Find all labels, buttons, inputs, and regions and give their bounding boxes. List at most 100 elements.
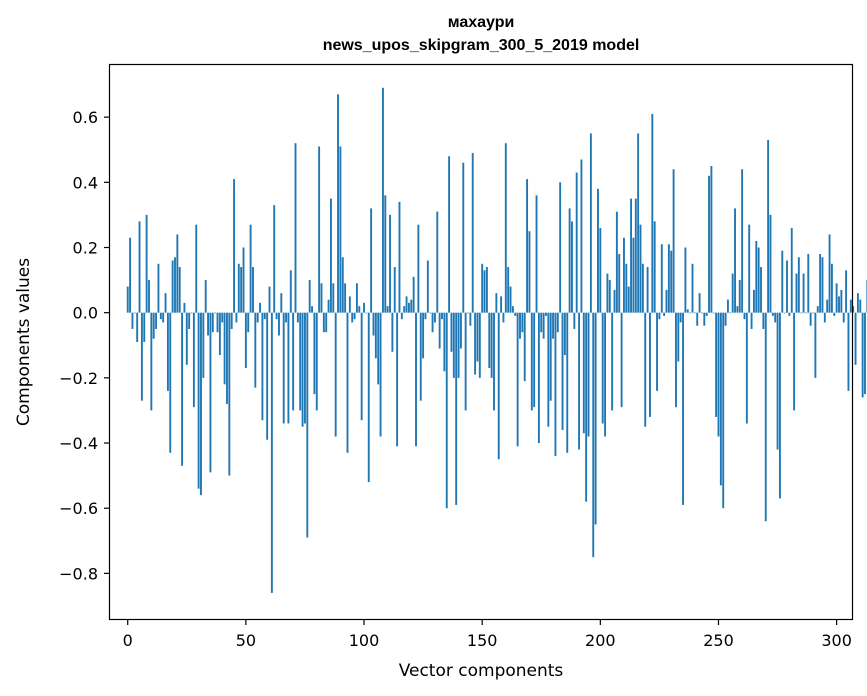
bar: [162, 312, 165, 323]
bar: [790, 227, 793, 313]
bar: [287, 312, 290, 424]
bar: [365, 312, 368, 314]
bar: [623, 237, 625, 313]
bar: [783, 312, 786, 314]
bar: [743, 312, 746, 320]
bar: [133, 312, 136, 314]
bar: [604, 312, 607, 437]
bar: [313, 312, 316, 395]
bar: [585, 312, 588, 502]
bar: [568, 208, 571, 313]
bar: [391, 312, 394, 352]
bar: [530, 312, 533, 411]
bar: [793, 312, 796, 411]
bar: [637, 133, 640, 313]
bar: [804, 312, 807, 314]
bar: [757, 247, 760, 313]
bar: [856, 293, 859, 313]
bar: [140, 312, 143, 401]
bar: [686, 309, 689, 313]
bar: [204, 280, 207, 313]
bar: [280, 293, 283, 313]
bar: [748, 224, 751, 313]
y-tick-label: −0.2: [59, 369, 98, 388]
bar: [495, 293, 498, 313]
bar: [268, 286, 271, 313]
bar: [615, 211, 618, 313]
bar: [483, 270, 486, 313]
bar: [339, 146, 342, 313]
x-tick-label: 100: [349, 631, 380, 650]
bar: [691, 263, 694, 313]
bar: [682, 312, 684, 505]
bar: [767, 139, 770, 313]
y-tick-label: −0.8: [59, 564, 98, 583]
bar: [261, 312, 264, 421]
bar: [218, 312, 221, 356]
chart-title: махаури: [448, 14, 515, 31]
bar: [663, 312, 666, 316]
bar: [216, 312, 219, 333]
bar: [422, 312, 425, 359]
bar: [797, 257, 800, 313]
bar: [308, 280, 311, 313]
bar: [625, 263, 628, 313]
bar: [608, 280, 611, 313]
bar: [270, 312, 273, 593]
bar: [299, 312, 302, 411]
bar: [405, 296, 408, 313]
bar: [660, 244, 663, 313]
bar: [273, 205, 276, 313]
bar: [207, 312, 210, 336]
bar: [521, 312, 524, 333]
bar: [367, 312, 370, 483]
bar: [202, 312, 205, 378]
bar: [415, 312, 417, 447]
bar: [689, 312, 692, 314]
bar: [370, 208, 373, 313]
bar: [256, 312, 259, 323]
bar: [282, 312, 285, 424]
bar: [400, 312, 403, 320]
bar: [658, 312, 661, 320]
bar: [223, 312, 226, 385]
bar: [386, 306, 389, 313]
bar: [228, 312, 231, 476]
bar: [497, 312, 500, 460]
bar: [197, 312, 200, 489]
bar: [341, 257, 344, 313]
bar: [597, 188, 599, 313]
bar: [178, 267, 181, 313]
bar: [592, 312, 595, 558]
bar: [242, 247, 245, 313]
bar: [710, 166, 713, 313]
x-tick-label: 300: [821, 631, 852, 650]
bar: [778, 312, 781, 499]
bar: [393, 267, 396, 313]
bar: [861, 312, 864, 398]
bar: [348, 296, 351, 313]
bar: [360, 312, 363, 421]
bar: [842, 312, 845, 323]
bar: [738, 280, 741, 313]
bar: [601, 312, 604, 424]
bar: [474, 312, 477, 375]
chart-subtitle: news_upos_skipgram_300_5_2019 model: [323, 37, 640, 54]
bar: [330, 198, 332, 313]
x-tick-label: 200: [585, 631, 616, 650]
bar: [719, 312, 722, 486]
bar: [353, 312, 356, 320]
bar: [523, 312, 526, 382]
bar: [377, 312, 380, 385]
bar: [814, 312, 817, 378]
x-tick-label: 150: [467, 631, 498, 650]
bar: [448, 156, 451, 313]
bar: [469, 312, 472, 326]
bar: [389, 214, 391, 313]
bar: [611, 312, 614, 411]
bar: [332, 283, 335, 313]
bar: [582, 312, 585, 434]
bar: [240, 267, 243, 313]
bar: [438, 312, 441, 349]
